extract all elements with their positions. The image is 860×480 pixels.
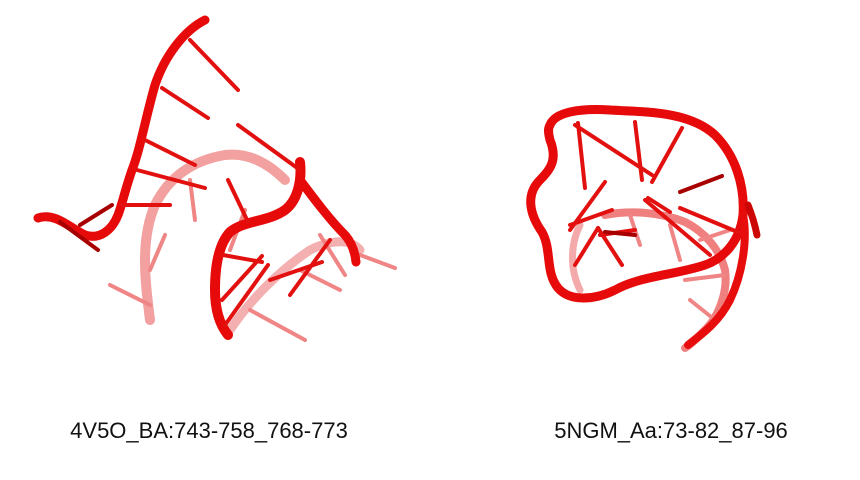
base-sticks-dark — [603, 174, 724, 237]
rna-structure-image-1 — [33, 15, 397, 342]
backbone — [33, 15, 361, 340]
structure-caption-1: 4V5O_BA:743-758_768-773 — [70, 418, 348, 443]
rna-structure-image-2 — [526, 105, 761, 352]
base-sticks — [118, 38, 332, 327]
structure-caption-2: 5NGM_Aa:73-82_87-96 — [554, 418, 788, 443]
backbone — [526, 105, 761, 349]
base-sticks — [568, 120, 742, 267]
structure-panel-1: 4V5O_BA:743-758_768-773 — [33, 15, 397, 443]
base-sticks-dark — [58, 203, 114, 252]
structure-panel-2: 5NGM_Aa:73-82_87-96 — [430, 0, 860, 480]
